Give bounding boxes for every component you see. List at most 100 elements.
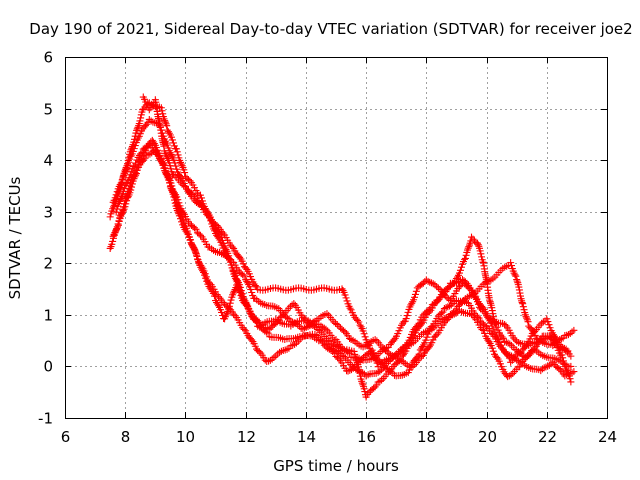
data-point bbox=[165, 159, 173, 167]
data-point bbox=[341, 328, 349, 336]
data-point bbox=[247, 285, 255, 293]
data-point bbox=[519, 300, 527, 308]
data-point bbox=[527, 325, 535, 333]
data-point bbox=[290, 319, 298, 327]
data-point bbox=[168, 182, 176, 190]
data-point bbox=[353, 357, 361, 365]
data-point bbox=[502, 338, 510, 346]
data-point bbox=[477, 317, 485, 325]
data-point bbox=[115, 218, 123, 226]
x-tick-label: 22 bbox=[538, 428, 557, 446]
data-point bbox=[291, 340, 299, 348]
data-point bbox=[175, 199, 183, 207]
data-point bbox=[164, 171, 172, 179]
data-point bbox=[134, 134, 142, 142]
data-point bbox=[378, 376, 386, 384]
data-point bbox=[439, 288, 447, 296]
x-tick-label: 14 bbox=[297, 428, 316, 446]
data-point bbox=[161, 118, 169, 126]
data-point bbox=[418, 352, 426, 360]
data-point bbox=[272, 319, 280, 327]
data-point bbox=[412, 287, 420, 295]
data-point bbox=[442, 304, 450, 312]
data-point bbox=[178, 218, 186, 226]
data-point bbox=[331, 342, 339, 350]
data-point bbox=[346, 304, 354, 312]
data-point bbox=[512, 272, 520, 280]
data-point bbox=[329, 348, 337, 356]
data-point bbox=[365, 388, 373, 396]
data-point bbox=[506, 340, 514, 348]
data-point bbox=[373, 337, 381, 345]
x-tick-label: 12 bbox=[237, 428, 256, 446]
data-point bbox=[125, 158, 133, 166]
data-point bbox=[545, 361, 553, 369]
data-point bbox=[112, 191, 120, 199]
data-point bbox=[349, 364, 357, 372]
data-point bbox=[503, 350, 511, 358]
data-point bbox=[218, 228, 226, 236]
data-point bbox=[342, 294, 350, 302]
data-point bbox=[483, 323, 491, 331]
data-point bbox=[158, 157, 166, 165]
data-point bbox=[137, 114, 145, 122]
x-tick-label: 24 bbox=[598, 428, 617, 446]
data-point bbox=[165, 129, 173, 137]
data-point bbox=[114, 223, 122, 231]
data-point bbox=[355, 363, 363, 371]
data-point bbox=[411, 290, 419, 298]
data-point bbox=[193, 252, 201, 260]
chart-title: Day 190 of 2021, Sidereal Day-to-day VTE… bbox=[29, 20, 632, 38]
data-point bbox=[197, 231, 204, 239]
data-point bbox=[113, 225, 121, 233]
data-point bbox=[444, 303, 452, 311]
y-tick-label: 4 bbox=[43, 152, 53, 170]
data-point bbox=[329, 341, 337, 349]
data-point bbox=[130, 145, 138, 153]
data-point bbox=[358, 379, 366, 387]
data-point bbox=[390, 336, 398, 344]
data-points bbox=[106, 93, 578, 401]
data-point bbox=[115, 197, 123, 205]
data-point bbox=[251, 282, 259, 290]
data-point bbox=[526, 350, 534, 358]
data-point bbox=[120, 171, 128, 179]
data-point bbox=[227, 241, 235, 249]
data-point bbox=[531, 331, 539, 339]
data-point bbox=[340, 352, 348, 360]
data-point bbox=[222, 246, 230, 254]
data-point bbox=[360, 330, 368, 338]
data-point bbox=[507, 259, 515, 267]
y-tick-label: 0 bbox=[43, 358, 53, 376]
data-point bbox=[283, 314, 291, 322]
data-point bbox=[228, 243, 236, 251]
data-point bbox=[570, 326, 578, 334]
data-point bbox=[494, 335, 502, 343]
data-point bbox=[431, 281, 439, 289]
data-point bbox=[507, 371, 515, 379]
data-point bbox=[563, 367, 571, 375]
data-point bbox=[489, 325, 497, 333]
data-point bbox=[371, 336, 379, 344]
data-point bbox=[114, 221, 122, 229]
data-point bbox=[117, 179, 125, 187]
data-point bbox=[236, 286, 244, 294]
data-point bbox=[468, 311, 475, 319]
data-point bbox=[167, 179, 175, 187]
data-point bbox=[192, 225, 200, 233]
data-point bbox=[132, 171, 140, 179]
data-point bbox=[109, 234, 117, 242]
data-point bbox=[253, 318, 261, 326]
data-point bbox=[324, 336, 332, 344]
data-point bbox=[437, 309, 445, 317]
data-point bbox=[183, 185, 191, 193]
data-point bbox=[567, 352, 575, 360]
data-point bbox=[197, 194, 205, 202]
data-point bbox=[173, 148, 181, 156]
data-point bbox=[212, 220, 220, 228]
data-point bbox=[488, 322, 496, 330]
data-point bbox=[150, 139, 158, 147]
data-point bbox=[222, 311, 230, 319]
data-point bbox=[567, 378, 575, 386]
